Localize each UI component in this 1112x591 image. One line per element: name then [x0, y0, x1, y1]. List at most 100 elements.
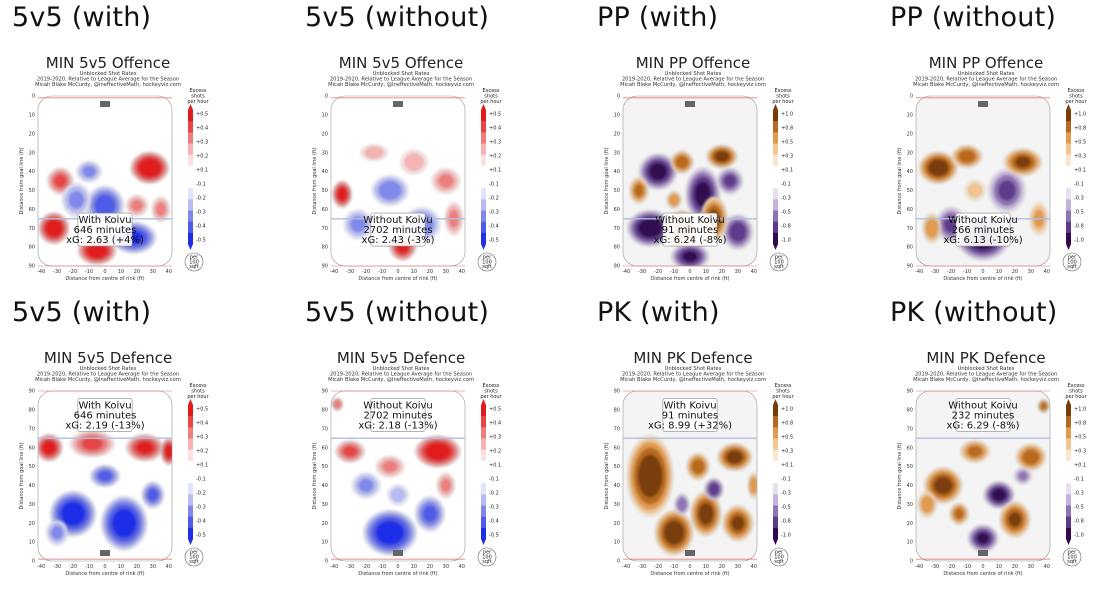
colorbar-tick-label: +1.0 [1074, 112, 1086, 118]
panel-4: PP (without) MIN PP Offence Unblocked Shot… [878, 0, 1112, 295]
y-tick-label: 0 [910, 94, 913, 100]
units-badge-text: per [483, 550, 492, 556]
x-tick-label: 0 [981, 564, 984, 570]
y-tick-label: 30 [322, 150, 328, 156]
colorbar-tick-label: -0.3 [196, 210, 206, 216]
colorbar-title: Excess [774, 88, 791, 94]
panel-heading: 5v5 (without) [305, 2, 490, 33]
units-badge-text: per [483, 255, 492, 261]
x-tick-label: -10 [378, 269, 386, 275]
units-badge-text: sqft [774, 264, 783, 270]
colorbar-tick-label: +0.3 [196, 140, 208, 146]
units-badge-text: 100 [189, 554, 199, 560]
colorbar-tick-label: -0.3 [781, 196, 791, 202]
colorbar-tick-label: -0.5 [489, 533, 499, 539]
heatmap-blob [988, 168, 1026, 213]
heatmap-blob [400, 150, 428, 175]
units-badge [184, 252, 204, 272]
x-tick-label: -30 [931, 564, 939, 570]
colorbar-title: shots [191, 94, 205, 100]
y-tick-label: 70 [29, 426, 35, 432]
y-tick-label: 40 [614, 483, 620, 489]
y-tick-label: 40 [907, 483, 913, 489]
panel-2: 5v5 (without) MIN 5v5 Offence Unblocked Sh… [293, 0, 571, 295]
x-tick-label: 10 [996, 564, 1002, 570]
x-tick-label: -40 [330, 564, 338, 570]
y-tick-label: 50 [907, 464, 913, 470]
colorbar-tick-label: +0.1 [1074, 168, 1086, 174]
y-tick-label: 60 [614, 445, 620, 451]
colorbar [773, 104, 778, 250]
x-tick-label: 10 [118, 269, 124, 275]
legend-line: With Koivu [663, 401, 716, 412]
panel-heading: PK (with) [597, 297, 720, 328]
heatmap-blob [46, 520, 68, 546]
x-tick-label: 10 [703, 269, 709, 275]
heatmap-blob [387, 484, 409, 505]
y-tick-label: 30 [29, 502, 35, 508]
legend-box [662, 212, 718, 247]
heatmap-blob [371, 175, 409, 206]
colorbar-tick-label: -0.8 [1074, 224, 1084, 230]
x-tick-label: 40 [459, 269, 465, 275]
chart-title: MIN PP Offence [636, 54, 751, 72]
heatmap-blob [70, 430, 115, 458]
heatmap-layer [918, 399, 1050, 552]
heatmap-blob [1004, 148, 1042, 176]
heatmap-blob [47, 167, 74, 195]
y-tick-label: 70 [614, 226, 620, 232]
heatmap-blob [38, 212, 70, 245]
x-tick-label: -30 [931, 269, 939, 275]
chart-subtitle: 2019-2020, Relative to League Average fo… [37, 77, 179, 83]
y-tick-label: 30 [907, 502, 913, 508]
colorbar-title: shots [191, 389, 205, 395]
heatmap-layer [331, 397, 461, 556]
colorbar-tick-label: -0.3 [1074, 196, 1084, 202]
colorbar-title: Excess [482, 88, 499, 94]
colorbar-tick-label: -0.5 [489, 238, 499, 244]
colorbar-tick-label: -0.3 [489, 505, 499, 511]
colorbar [1066, 104, 1071, 250]
colorbar-tick-label: +0.3 [1074, 449, 1086, 455]
heatmap-blob [919, 151, 958, 184]
chart-subtitle: 2019-2020, Relative to League Average fo… [330, 77, 472, 83]
colorbar-tick-label: -1.0 [1074, 238, 1084, 244]
y-tick-label: 20 [907, 131, 913, 137]
colorbar-tick-label: +0.4 [489, 421, 501, 427]
chart-subtitle: Micah Blake McCurdy, @IneffectiveMath, h… [328, 82, 474, 88]
heatmap-blob [375, 456, 405, 478]
colorbar-tick-label: +1.0 [781, 407, 793, 413]
colorbar-title: shots [484, 389, 498, 395]
colorbar-title: per hour [1065, 99, 1087, 105]
heatmap-blob [126, 434, 164, 462]
colorbar-tick-label: -0.3 [781, 491, 791, 497]
x-tick-label: 10 [703, 564, 709, 570]
legend-line: xG: 2.19 (-13%) [65, 421, 144, 432]
y-axis-label: Distance from goal line (ft) [312, 442, 318, 509]
heatmap-blob [967, 524, 999, 552]
x-tick-label: -40 [330, 269, 338, 275]
colorbar-tick-label: -0.5 [196, 238, 206, 244]
colorbar-tick-label: -0.1 [781, 182, 791, 188]
colorbar-title: Excess [774, 383, 791, 389]
heatmap-blob [38, 434, 63, 462]
legend-line: With Koivu [78, 215, 131, 226]
x-tick-label: -30 [346, 564, 354, 570]
colorbar-title: per hour [480, 99, 502, 105]
heatmap-blob [706, 145, 738, 168]
units-badge-text: 100 [189, 259, 199, 265]
y-tick-label: 90 [29, 389, 35, 395]
colorbar-tick-label: +0.3 [196, 435, 208, 441]
colorbar-title: Excess [1067, 88, 1084, 94]
heatmap-blob [101, 496, 148, 551]
chart-title: MIN 5v5 Offence [339, 54, 463, 72]
heatmap-blob [999, 501, 1031, 538]
colorbar-tick-label: -0.2 [489, 196, 499, 202]
units-badge-text: 100 [774, 554, 784, 560]
colorbar-tick-label: -0.2 [196, 196, 206, 202]
panel-8: PK (without) MIN PK Defence Unblocked Shot… [878, 295, 1112, 590]
units-badge-text: 100 [774, 259, 784, 265]
heatmap-blob [414, 435, 461, 468]
y-tick-label: 0 [32, 559, 35, 565]
